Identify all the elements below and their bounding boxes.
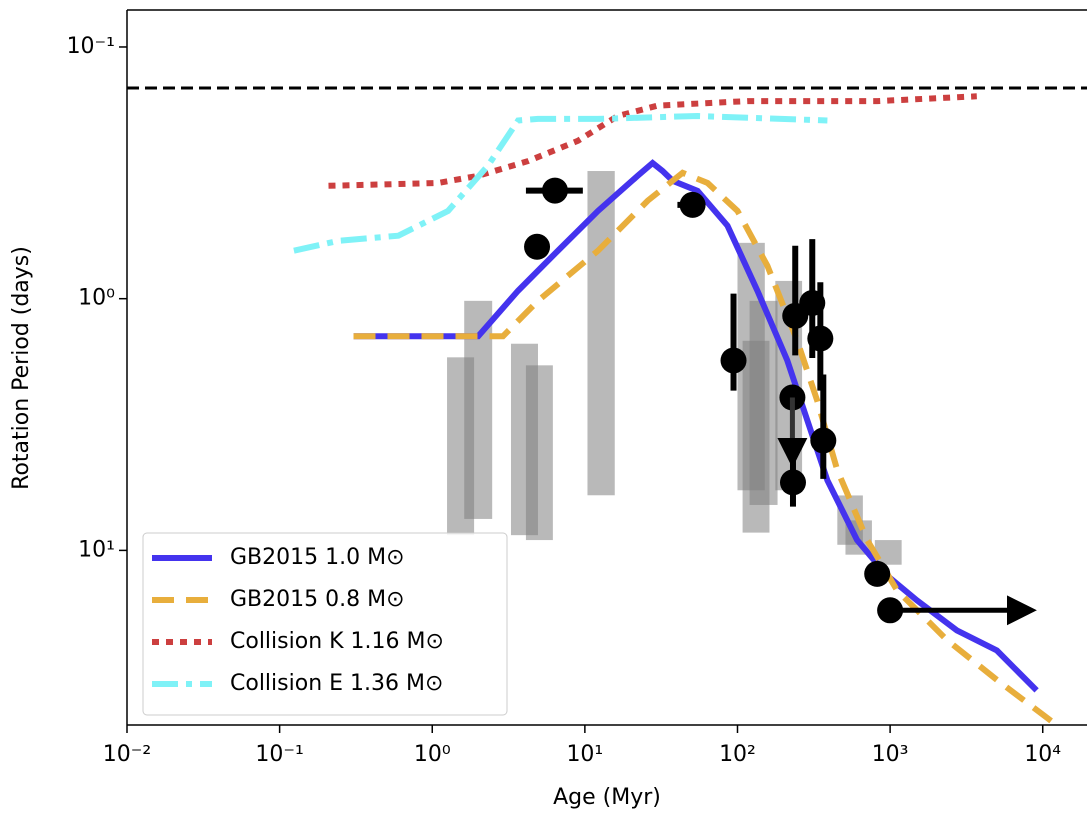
x-tick-label: 10³ (872, 742, 909, 767)
range-band (525, 365, 553, 541)
legend-label: Collision K 1.16 M⊙ (230, 629, 444, 654)
plot-area (127, 86, 1087, 725)
series-line (293, 112, 828, 254)
x-axis-label: Age (Myr) (553, 785, 661, 810)
x-tick-label: 10² (719, 742, 756, 767)
x-tick-label: 10⁻¹ (255, 742, 303, 767)
legend-label: GB2015 1.0 M⊙ (230, 545, 405, 570)
data-point (679, 191, 706, 218)
range-band (874, 540, 902, 565)
x-tick-label: 10¹ (566, 742, 603, 767)
legend: GB2015 1.0 M⊙ GB2015 0.8 M⊙ Collision K 1.… (142, 532, 508, 716)
range-band (587, 171, 615, 496)
x-tick-label: 10⁻² (103, 742, 151, 767)
x-tick-label: 10⁰ (414, 742, 451, 767)
data-point (810, 427, 837, 454)
y-tick-label: 10¹ (78, 537, 115, 562)
data-point (779, 469, 806, 496)
data-point (720, 347, 747, 374)
series-line (328, 93, 977, 189)
y-axis-label: Rotation Period (days) (9, 246, 34, 490)
data-point (541, 177, 568, 204)
legend-label: Collision E 1.36 M⊙ (230, 671, 443, 696)
legend-label: GB2015 0.8 M⊙ (230, 587, 405, 612)
legend-box (142, 532, 508, 716)
y-tick-label: 10⁰ (78, 286, 115, 311)
range-band (749, 300, 778, 505)
data-point (864, 560, 891, 587)
axes (119, 9, 1087, 733)
data-point (807, 325, 834, 352)
series-line (353, 159, 1039, 693)
series-line (353, 169, 1059, 725)
y-tick-label: 10⁻¹ (67, 34, 115, 59)
x-tick-label: 10⁴ (1024, 742, 1061, 767)
data-point (524, 233, 551, 260)
